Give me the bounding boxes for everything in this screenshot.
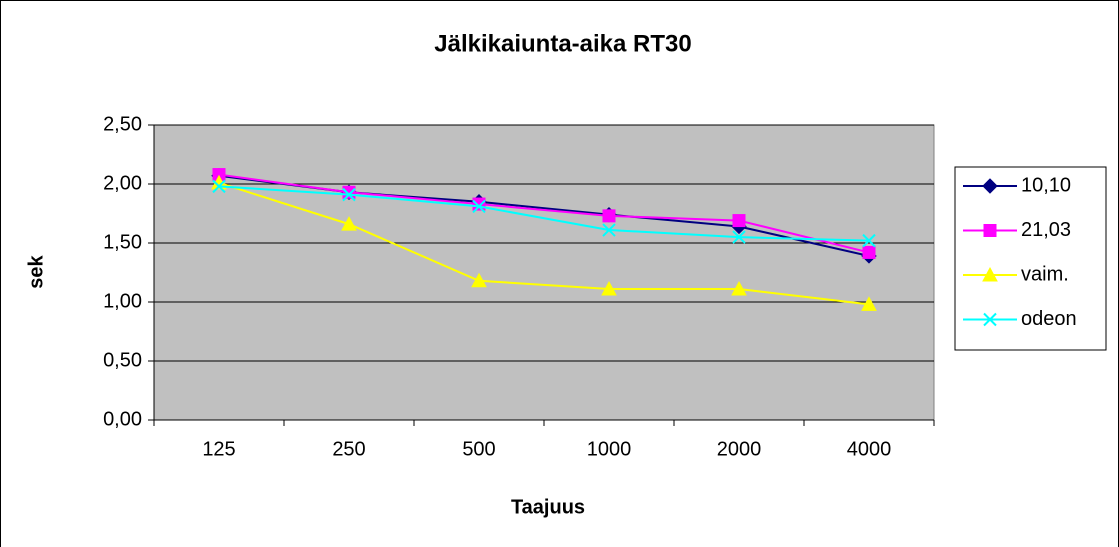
marker [601,280,617,296]
legend-label: vaim. [1021,263,1069,285]
y-tick-label: 2,00 [103,172,142,194]
x-tick-label: 250 [332,438,365,460]
x-tick-label: 500 [462,438,495,460]
marker [731,280,747,296]
x-axis-title: Taajuus [511,496,585,518]
y-tick-label: 2,50 [103,113,142,135]
marker [212,179,226,194]
legend-marker [983,224,997,237]
marker [862,233,876,248]
y-tick-label: 0,50 [103,349,142,371]
marker [602,223,616,237]
x-tick-label: 4000 [847,438,892,460]
marker [472,199,486,214]
legend-marker [982,266,998,282]
legend-marker [983,312,997,327]
legend-label: 21,03 [1021,219,1071,241]
legend-label: odeon [1021,308,1077,330]
x-tick-label: 2000 [717,438,762,460]
series-line [218,181,870,306]
marker [732,230,746,244]
marker [471,272,487,288]
y-tick-label: 1,00 [103,290,142,312]
marker [602,209,616,223]
chart-title: Jälkikaiunta-aika RT30 [434,30,691,57]
y-axis-title: sek [25,254,47,288]
marker [861,296,877,311]
marker [342,187,356,202]
marker [862,245,876,259]
legend-marker [982,178,998,194]
plot-area [153,124,935,421]
marker [472,197,486,211]
x-tick-label: 125 [202,438,235,460]
series-line [218,185,870,242]
x-tick-label: 1000 [587,438,632,460]
marker [342,185,356,199]
marker [732,214,746,228]
series-line [218,173,870,254]
y-tick-label: 1,50 [103,231,142,253]
legend-label: 10,10 [1021,174,1071,196]
marker [341,216,357,231]
y-tick-label: 0,00 [103,408,142,430]
